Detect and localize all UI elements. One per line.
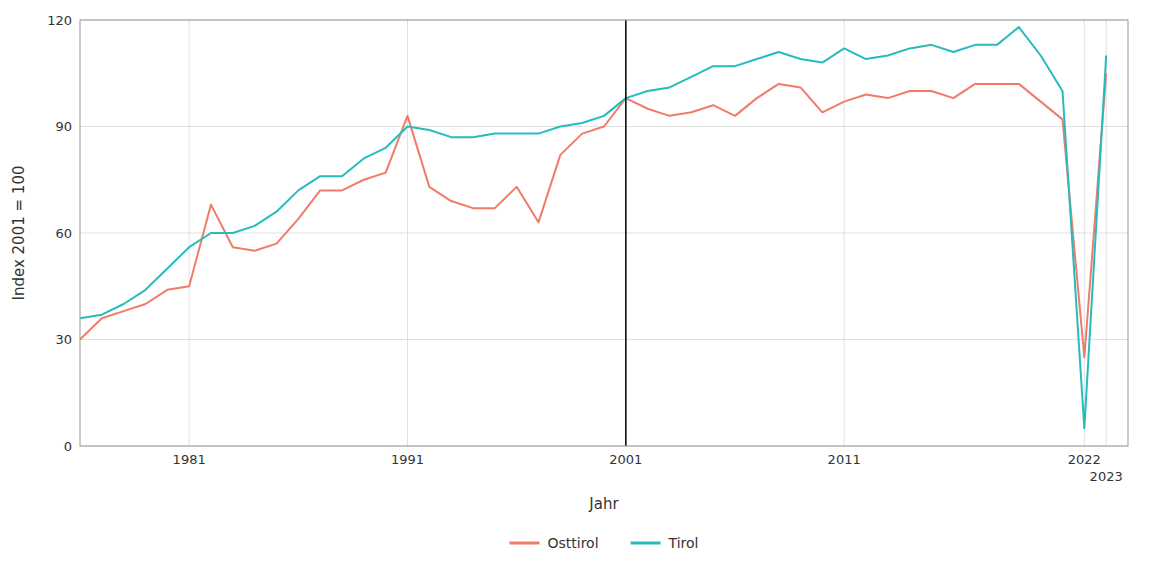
legend-item: Osttirol [509, 535, 598, 551]
y-tick-label: 60 [55, 226, 72, 241]
x-tick-label: 1981 [173, 452, 206, 467]
x-tick-label: 1991 [391, 452, 424, 467]
legend-label: Tirol [668, 535, 699, 551]
chart: 0 30 60 90 120 1981 1991 2001 2011 2022 2023 Jahr In… [0, 0, 1152, 576]
legend-label: Osttirol [547, 535, 598, 551]
x-axis: 1981 1991 2001 2011 2022 2023 [173, 452, 1123, 484]
x-tick-label: 2023 [1090, 469, 1123, 484]
y-grid-line [80, 339, 1128, 340]
legend-swatch [631, 542, 661, 545]
x-tick-label: 2011 [828, 452, 861, 467]
legend: Osttirol Tirol [509, 535, 698, 551]
plot-frame [80, 20, 1128, 446]
lines [80, 20, 1106, 446]
legend-swatch [509, 542, 539, 545]
x-tick-label: 2001 [609, 452, 642, 467]
grid [80, 20, 1128, 446]
y-tick-label: 0 [64, 439, 72, 454]
y-axis: 0 30 60 90 120 [47, 13, 72, 454]
legend-item: Tirol [631, 535, 699, 551]
y-tick-label: 90 [55, 119, 72, 134]
reference-line [625, 20, 627, 446]
x-tick-label: 2022 [1068, 452, 1101, 467]
series-line [80, 73, 1106, 357]
y-tick-label: 120 [47, 13, 72, 28]
series-line [80, 27, 1106, 428]
x-grid-line [407, 20, 408, 446]
x-grid-line [625, 20, 626, 446]
x-grid-line [189, 20, 190, 446]
y-axis-title: Index 2001 = 100 [10, 166, 28, 301]
y-grid-line [80, 233, 1128, 234]
y-tick-label: 30 [55, 332, 72, 347]
x-grid-line [844, 20, 845, 446]
plot-area [80, 20, 1128, 446]
x-grid-line [1084, 20, 1085, 446]
x-axis-title: Jahr [588, 495, 619, 513]
